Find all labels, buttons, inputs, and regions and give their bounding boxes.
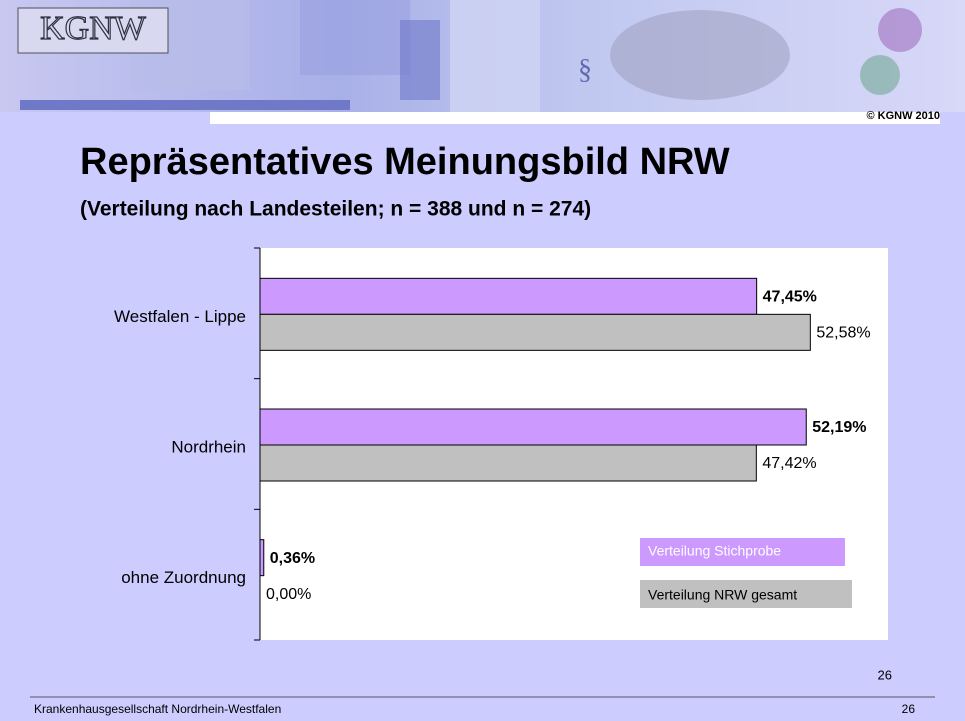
bar <box>259 313 811 351</box>
decor: § <box>578 54 592 85</box>
footer-page-number: 26 <box>902 702 916 716</box>
y-tick-label: ohne Zuordnung <box>121 568 246 587</box>
legend-label: Verteilung Stichprobe <box>648 543 781 559</box>
value-label: 52,19% <box>812 419 866 436</box>
footer-text: Krankenhausgesellschaft Nordrhein-Westfa… <box>34 702 281 716</box>
copyright: © KGNW 2010 <box>866 110 940 122</box>
logo-box <box>17 7 169 54</box>
banner-stripe <box>20 100 350 110</box>
value-label: 0,36% <box>270 550 315 567</box>
banner-shape <box>450 0 540 112</box>
bar <box>259 444 757 482</box>
banner-shape <box>610 10 790 100</box>
logo: KGNW <box>40 10 147 47</box>
value-label: 47,42% <box>762 455 816 472</box>
chart-title: Repräsentatives Meinungsbild NRW <box>80 141 730 183</box>
banner-shape <box>878 8 922 52</box>
bar <box>259 277 758 315</box>
bar <box>259 408 807 446</box>
banner-shape <box>400 20 440 100</box>
banner-shape <box>860 55 900 95</box>
banner-shape <box>300 0 410 75</box>
value-label: 47,45% <box>763 289 817 306</box>
banner-stripe <box>210 112 940 124</box>
chart-subtitle: (Verteilung nach Landesteilen; n = 388 u… <box>80 198 591 221</box>
bar <box>259 539 265 577</box>
legend-swatch <box>640 580 852 608</box>
y-tick-label: Nordrhein <box>171 437 246 456</box>
value-label: 0,00% <box>266 586 311 603</box>
legend-swatch <box>640 538 845 566</box>
value-label: 52,58% <box>816 325 870 342</box>
chart: Westfalen - Lippe 47,45% 52,58% Nordrhein 52… <box>114 247 871 641</box>
y-tick-label: Westfalen - Lippe <box>114 307 246 326</box>
header-banner: § KGNW © KGNW 2010 <box>0 0 965 124</box>
slide-number: 26 <box>878 667 892 682</box>
legend-label: Verteilung NRW gesamt <box>648 587 797 603</box>
